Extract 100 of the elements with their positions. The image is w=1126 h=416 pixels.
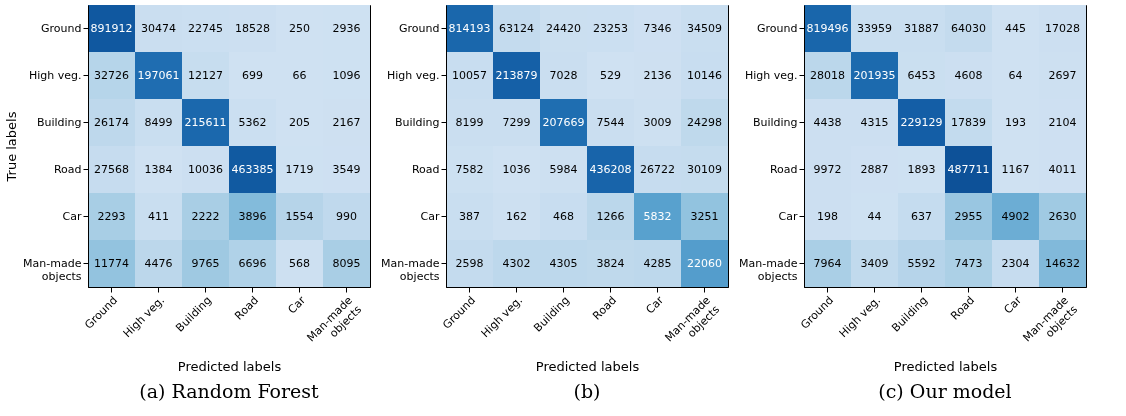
data-label: 14632	[1045, 256, 1080, 270]
y-tick-label: Building	[394, 115, 440, 129]
x-tick-label: Car	[643, 293, 667, 317]
data-label: 7346	[643, 21, 672, 35]
data-label: 1167	[1001, 162, 1030, 176]
data-label: 990	[336, 209, 357, 223]
data-label: 2167	[332, 115, 361, 129]
text: (c) Our model	[878, 380, 1012, 403]
data-label: 2136	[643, 68, 672, 82]
data-label: 63124	[499, 21, 534, 35]
data-label: 2222	[191, 209, 220, 223]
data-label: 436208	[589, 162, 632, 176]
data-label: 26722	[640, 162, 675, 176]
x-axis-title: Predicted labels	[893, 358, 998, 374]
data-label: 24420	[546, 21, 581, 35]
data-label: 2304	[1001, 256, 1030, 270]
y-tick-label: Man-made objects	[23, 256, 82, 283]
y-tick-label: Building	[36, 115, 82, 129]
y-tick-label: Ground	[41, 21, 82, 35]
data-label: 22745	[188, 21, 223, 35]
data-label: 3009	[643, 115, 672, 129]
data-label: 205	[289, 115, 310, 129]
y-tick-label: High veg.	[28, 68, 82, 82]
data-label: 18528	[235, 21, 270, 35]
data-label: 4302	[502, 256, 531, 270]
data-label: 3549	[332, 162, 361, 176]
x-tick-label: Car	[1001, 293, 1025, 317]
data-label: 699	[242, 68, 263, 82]
data-label: 4305	[549, 256, 578, 270]
data-label: 5592	[907, 256, 936, 270]
data-label: 9972	[813, 162, 842, 176]
data-label: 6696	[238, 256, 267, 270]
y-tick-label: Building	[752, 115, 798, 129]
data-label: 30109	[687, 162, 722, 176]
data-label: 7473	[954, 256, 983, 270]
y-tick-label: High veg.	[386, 68, 440, 82]
data-label: 24298	[687, 115, 722, 129]
data-label: 387	[459, 209, 480, 223]
data-label: 2104	[1048, 115, 1077, 129]
data-label: 411	[148, 209, 169, 223]
data-label: 215611	[184, 115, 227, 129]
data-label: 213879	[495, 68, 538, 82]
data-label: 4608	[954, 68, 983, 82]
data-label: 32726	[94, 68, 129, 82]
data-label: 3896	[238, 209, 267, 223]
data-label: 7299	[502, 115, 531, 129]
data-label: 229129	[900, 115, 943, 129]
text: (a) Random Forest	[139, 380, 320, 403]
data-label: 4011	[1048, 162, 1077, 176]
data-label: 2293	[97, 209, 126, 223]
data-label: 1384	[144, 162, 173, 176]
data-label: 4476	[144, 256, 173, 270]
data-label: 197061	[137, 68, 180, 82]
data-label: 8199	[455, 115, 484, 129]
data-label: 814193	[448, 21, 491, 35]
data-label: 8095	[332, 256, 361, 270]
data-label: 2630	[1048, 209, 1077, 223]
data-label: 4315	[860, 115, 889, 129]
data-label: 30474	[141, 21, 176, 35]
y-tick-label: Road	[769, 162, 798, 176]
data-label: 1266	[596, 209, 625, 223]
data-label: 2697	[1048, 68, 1077, 82]
data-label: 445	[1005, 21, 1026, 35]
data-label: 162	[506, 209, 527, 223]
data-label: 529	[600, 68, 621, 82]
y-axis-title: True labels	[4, 111, 20, 183]
y-tick-label: Man-made objects	[381, 256, 440, 283]
data-label: 4438	[813, 115, 842, 129]
data-label: 28018	[810, 68, 845, 82]
y-tick-label: Car	[778, 209, 798, 223]
data-label: 3824	[596, 256, 625, 270]
data-label: 9765	[191, 256, 220, 270]
data-label: 7964	[813, 256, 842, 270]
data-label: 7582	[455, 162, 484, 176]
data-label: 64	[1008, 68, 1023, 82]
y-tick-label: Ground	[757, 21, 798, 35]
data-label: 1893	[907, 162, 936, 176]
data-label: 4902	[1001, 209, 1030, 223]
data-label: 3409	[860, 256, 889, 270]
x-axis-title: Predicted labels	[177, 358, 282, 374]
data-label: 468	[553, 209, 574, 223]
y-tick-label: Car	[62, 209, 82, 223]
data-label: 463385	[231, 162, 274, 176]
data-label: 5362	[238, 115, 267, 129]
data-label: 17028	[1045, 21, 1080, 35]
data-label: 6453	[907, 68, 936, 82]
data-label: 10036	[188, 162, 223, 176]
data-label: 4285	[643, 256, 672, 270]
data-label: 2887	[860, 162, 889, 176]
data-label: 201935	[853, 68, 896, 82]
data-label: 1719	[285, 162, 314, 176]
data-label: 2936	[332, 21, 361, 35]
y-tick-label: Road	[53, 162, 82, 176]
x-axis-title: Predicted labels	[535, 358, 640, 374]
data-label: 1096	[332, 68, 361, 82]
y-tick-label: Car	[420, 209, 440, 223]
data-label: 891912	[90, 21, 133, 35]
y-tick-label: Man-made objects	[739, 256, 798, 283]
text: (b)	[573, 380, 601, 403]
data-label: 207669	[542, 115, 585, 129]
